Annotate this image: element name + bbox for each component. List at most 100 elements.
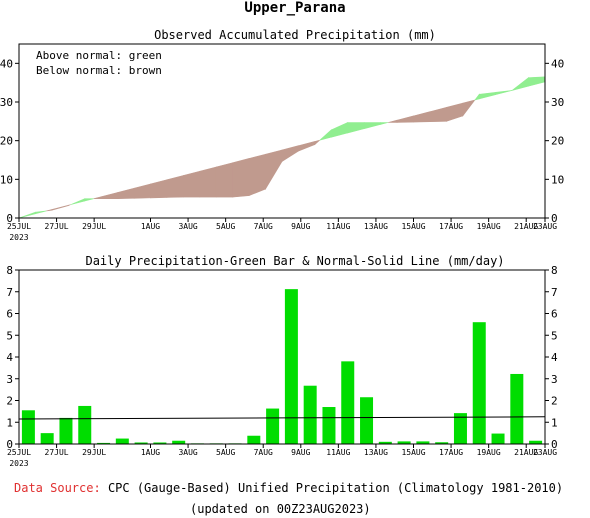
top-xtick-label: 17AUG xyxy=(439,222,463,231)
bottom-ytick-label-right: 1 xyxy=(551,416,558,429)
bottom-ytick-label-left: 1 xyxy=(6,416,13,429)
above-normal-area xyxy=(363,122,381,130)
top-ytick-label-right: 10 xyxy=(551,173,564,186)
bottom-xtick-label: 13AUG xyxy=(364,448,388,457)
daily-precip-bar xyxy=(378,441,392,444)
below-normal-area xyxy=(388,119,398,123)
daily-precip-bar xyxy=(322,407,336,444)
daily-precip-bar xyxy=(341,361,355,444)
below-normal-area xyxy=(248,153,266,197)
bottom-ytick-label-left: 6 xyxy=(6,308,13,321)
daily-precip-bar xyxy=(78,405,92,444)
daily-precip-bar xyxy=(472,322,486,444)
top-xtick-label: 29JUL xyxy=(82,222,106,231)
daily-precip-bar xyxy=(153,442,167,444)
below-normal-area xyxy=(51,204,69,211)
top-ytick-label-right: 40 xyxy=(551,57,564,70)
bottom-xtick-label: 11AUG xyxy=(326,448,350,457)
below-normal-area xyxy=(150,179,168,199)
daily-precip-bar xyxy=(529,440,543,444)
top-xtick-label: 25JUL xyxy=(7,222,31,231)
above-normal-area xyxy=(35,210,47,215)
bottom-ytick-label-left: 3 xyxy=(6,373,13,386)
below-normal-area xyxy=(133,183,151,199)
above-normal-area xyxy=(478,91,496,100)
daily-precip-bar xyxy=(40,433,54,445)
below-normal-area xyxy=(117,187,135,199)
daily-precip-bar xyxy=(360,397,374,444)
bottom-xtick-label: 3AUG xyxy=(178,448,197,457)
above-normal-area xyxy=(528,76,546,87)
below-normal-area xyxy=(462,99,476,117)
bottom-ytick-label-right: 6 xyxy=(551,308,558,321)
accumulated-chart-title: Observed Accumulated Precipitation (mm) xyxy=(154,28,436,42)
top-year-label: 2023 xyxy=(9,233,28,242)
below-normal-area xyxy=(183,170,201,198)
bottom-xtick-label: 23AUG xyxy=(533,448,557,457)
top-xtick-label: 1AUG xyxy=(141,222,160,231)
bottom-xtick-label: 9AUG xyxy=(291,448,310,457)
updated-timestamp: (updated on 00Z23AUG2023) xyxy=(190,502,371,516)
above-normal-area xyxy=(319,129,332,141)
accumulated-precip-chart: 0 0 10 10 20 20 30 30 40 40 25JUL 27JUL 29JUL 1AUG 3AU… xyxy=(0,43,564,242)
bottom-ytick-label-left: 7 xyxy=(6,286,13,299)
bottom-ytick-label-right: 4 xyxy=(551,351,558,364)
top-xtick-label: 19AUG xyxy=(477,222,501,231)
below-normal-area xyxy=(68,204,71,207)
daily-precip-bar xyxy=(115,438,129,444)
bottom-xtick-label: 21AUG xyxy=(514,448,538,457)
daily-precip-bar xyxy=(247,435,261,444)
below-normal-area xyxy=(314,139,320,146)
top-xtick-label: 27JUL xyxy=(45,222,69,231)
daily-precip-bar xyxy=(97,442,111,444)
above-normal-area xyxy=(474,93,480,101)
normal-precip-line xyxy=(18,416,546,420)
below-normal-area xyxy=(199,166,217,198)
top-ytick-label-left: 10 xyxy=(0,173,13,186)
bottom-ytick-label-left: 4 xyxy=(6,351,13,364)
bottom-ytick-label-right: 5 xyxy=(551,329,558,342)
above-normal-area xyxy=(70,198,86,205)
daily-precip-bar xyxy=(59,417,73,444)
daily-precip-bar xyxy=(491,433,505,444)
bottom-year-label: 2023 xyxy=(9,459,28,468)
daily-precip-bar xyxy=(435,442,449,444)
legend-below-normal: Below normal: brown xyxy=(36,64,162,77)
bottom-xtick-label: 5AUG xyxy=(216,448,235,457)
bottom-ytick-label-right: 7 xyxy=(551,286,558,299)
top-ytick-label-left: 40 xyxy=(0,57,13,70)
above-normal-area xyxy=(511,77,529,91)
daily-precip-chart: 0 0 1 1 2 2 3 3 4 4 5 5 6 6 7 7 8 8 25JUL 27JUL 29JUL 1AUG 3AU… xyxy=(6,264,558,468)
bottom-xtick-label: 17AUG xyxy=(439,448,463,457)
bottom-ytick-label-right: 8 xyxy=(551,264,558,277)
bottom-xtick-label: 19AUG xyxy=(477,448,501,457)
daily-precip-bar xyxy=(397,441,411,444)
top-ytick-label-left: 20 xyxy=(0,135,13,148)
below-normal-area xyxy=(281,145,299,163)
data-source-text: CPC (Gauge-Based) Unified Precipitation … xyxy=(107,481,564,495)
bottom-xtick-label: 1AUG xyxy=(141,448,160,457)
top-ytick-label-right: 30 xyxy=(551,96,564,109)
below-normal-area xyxy=(396,115,414,123)
bottom-xtick-label: 25JUL xyxy=(7,448,31,457)
above-normal-area xyxy=(18,211,36,219)
bottom-ytick-label-left: 2 xyxy=(6,395,13,408)
data-source-label: Data Source: xyxy=(14,481,101,495)
top-xtick-label: 7AUG xyxy=(254,222,273,231)
top-ytick-label-left: 30 xyxy=(0,96,13,109)
legend-above-normal: Above normal: green xyxy=(36,49,162,62)
top-xtick-label: 5AUG xyxy=(216,222,235,231)
daily-chart-title: Daily Precipitation-Green Bar & Normal-S… xyxy=(85,254,505,268)
bottom-xtick-label: 15AUG xyxy=(401,448,425,457)
top-xtick-label: 21AUG xyxy=(514,222,538,231)
daily-precip-bar xyxy=(303,385,317,444)
above-normal-area xyxy=(380,122,389,125)
bottom-xtick-label: 29JUL xyxy=(82,448,106,457)
bottom-ytick-label-right: 3 xyxy=(551,373,558,386)
below-normal-area xyxy=(93,196,102,199)
top-xtick-label: 23AUG xyxy=(533,222,557,231)
above-normal-area xyxy=(84,198,94,202)
bottom-ytick-label-left: 0 xyxy=(6,438,13,451)
above-normal-area xyxy=(331,122,349,138)
above-normal-area xyxy=(347,122,365,134)
